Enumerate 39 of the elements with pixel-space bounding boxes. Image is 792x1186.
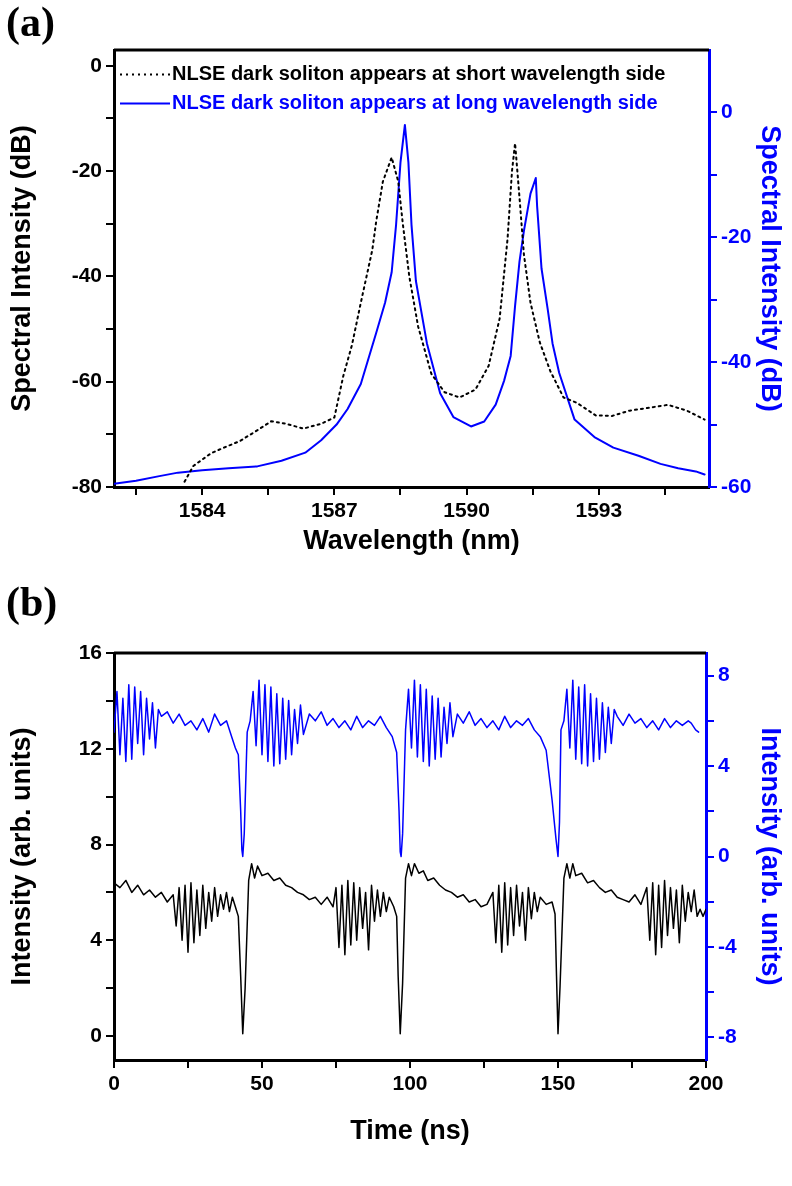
x-tick-label: 100 xyxy=(392,1071,428,1095)
y2-tick-label: 4 xyxy=(718,752,730,776)
x-tick-label: 200 xyxy=(688,1071,724,1095)
y-tick-label: 0 xyxy=(90,52,102,76)
x-tick-label: 0 xyxy=(108,1071,120,1095)
x-tick-label: 1593 xyxy=(575,498,623,522)
y-tick-label: 16 xyxy=(78,639,102,663)
y2-tick-label: 0 xyxy=(721,99,733,123)
chart-title: (b) xyxy=(6,579,58,626)
y2-axis-title: Spectral Intensity (dB) xyxy=(756,125,787,412)
x-tick-label: 150 xyxy=(540,1071,576,1095)
y2-tick-label: -4 xyxy=(718,933,737,957)
y-tick-label: 12 xyxy=(78,735,102,759)
y-tick-label: 8 xyxy=(90,831,103,855)
x-tick-label: 1587 xyxy=(311,498,358,522)
x-axis-title: Wavelength (nm) xyxy=(303,525,520,556)
y2-tick-label: -20 xyxy=(721,224,752,248)
x-tick-label: 1590 xyxy=(443,498,490,522)
legend-label: NLSE dark soliton appears at long wavelength side xyxy=(172,91,658,114)
legend-label: NLSE dark soliton appears at short wavelength side xyxy=(172,62,666,85)
y2-tick-label: 0 xyxy=(718,843,730,867)
y-tick-label: -40 xyxy=(71,263,102,287)
y-tick-label: 4 xyxy=(90,927,103,951)
y2-tick-label: -40 xyxy=(721,348,752,372)
line-series xyxy=(183,142,706,483)
y-axis-title: Intensity (arb. units) xyxy=(5,727,36,986)
y2-tick-label: 8 xyxy=(718,662,730,686)
x-tick-label: 50 xyxy=(250,1071,274,1095)
x-axis-title: Time (ns) xyxy=(350,1115,470,1146)
y2-tick-label: -8 xyxy=(718,1024,737,1048)
y-tick-label: -60 xyxy=(71,368,102,392)
chart-title: (a) xyxy=(6,0,55,46)
y-tick-label: -20 xyxy=(71,157,102,181)
y-tick-label: -80 xyxy=(71,473,102,497)
y-tick-label: 0 xyxy=(90,1022,102,1046)
y2-tick-label: -60 xyxy=(721,473,752,497)
y-axis-title: Spectral Intensity (dB) xyxy=(5,125,36,412)
x-tick-label: 1584 xyxy=(178,498,226,522)
y2-axis-title: Intensity (arb. units) xyxy=(756,727,787,986)
